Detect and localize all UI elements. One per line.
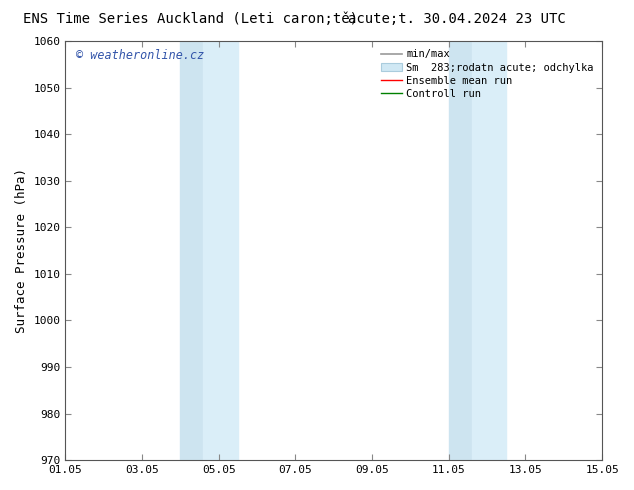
Bar xyxy=(472,41,507,460)
Text: ENS Time Series Auckland (Leti caron;tě): ENS Time Series Auckland (Leti caron;tě) xyxy=(23,12,358,26)
Y-axis label: Surface Pressure (hPa): Surface Pressure (hPa) xyxy=(15,168,28,333)
Text: acute;t. 30.04.2024 23 UTC: acute;t. 30.04.2024 23 UTC xyxy=(347,12,566,26)
Legend: min/max, Sm  283;rodatn acute; odchylka, Ensemble mean run, Controll run: min/max, Sm 283;rodatn acute; odchylka, … xyxy=(378,46,597,102)
Text: © weatheronline.cz: © weatheronline.cz xyxy=(76,49,204,62)
Bar xyxy=(181,41,204,460)
Bar xyxy=(204,41,238,460)
Bar xyxy=(449,41,472,460)
